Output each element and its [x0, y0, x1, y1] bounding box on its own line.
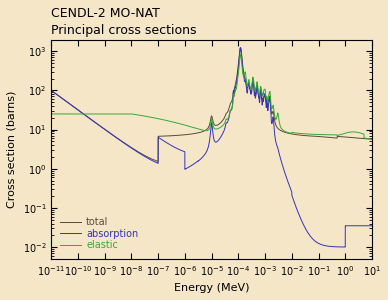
Line: absorption: absorption — [51, 48, 372, 247]
total — [239, 48, 243, 52]
elastic — [370, 137, 374, 141]
absorption — [304, 228, 308, 232]
elastic — [165, 119, 170, 122]
absorption — [239, 48, 243, 52]
absorption — [65, 100, 70, 104]
elastic — [65, 112, 70, 116]
absorption — [343, 245, 348, 249]
elastic — [253, 88, 257, 91]
total — [65, 100, 70, 104]
Line: total: total — [51, 48, 372, 161]
Text: CENDL-2 MO-NAT
Principal cross sections: CENDL-2 MO-NAT Principal cross sections — [51, 7, 197, 37]
total — [165, 134, 170, 138]
total — [287, 132, 291, 135]
X-axis label: Energy (MeV): Energy (MeV) — [174, 283, 249, 293]
Y-axis label: Cross section (barns): Cross section (barns) — [7, 91, 17, 208]
total — [238, 46, 243, 50]
Legend: total, absorption, elastic: total, absorption, elastic — [56, 213, 142, 254]
absorption — [370, 224, 374, 228]
total — [253, 92, 257, 95]
total — [156, 160, 161, 163]
absorption — [49, 88, 54, 92]
elastic — [304, 132, 308, 136]
total — [304, 134, 308, 137]
total — [49, 88, 54, 92]
elastic — [287, 131, 291, 135]
elastic — [238, 52, 243, 56]
absorption — [253, 94, 257, 98]
absorption — [165, 141, 170, 145]
total — [370, 137, 374, 141]
elastic — [239, 55, 243, 58]
absorption — [287, 183, 291, 187]
elastic — [49, 112, 54, 116]
Line: elastic: elastic — [51, 54, 372, 139]
absorption — [238, 46, 243, 50]
